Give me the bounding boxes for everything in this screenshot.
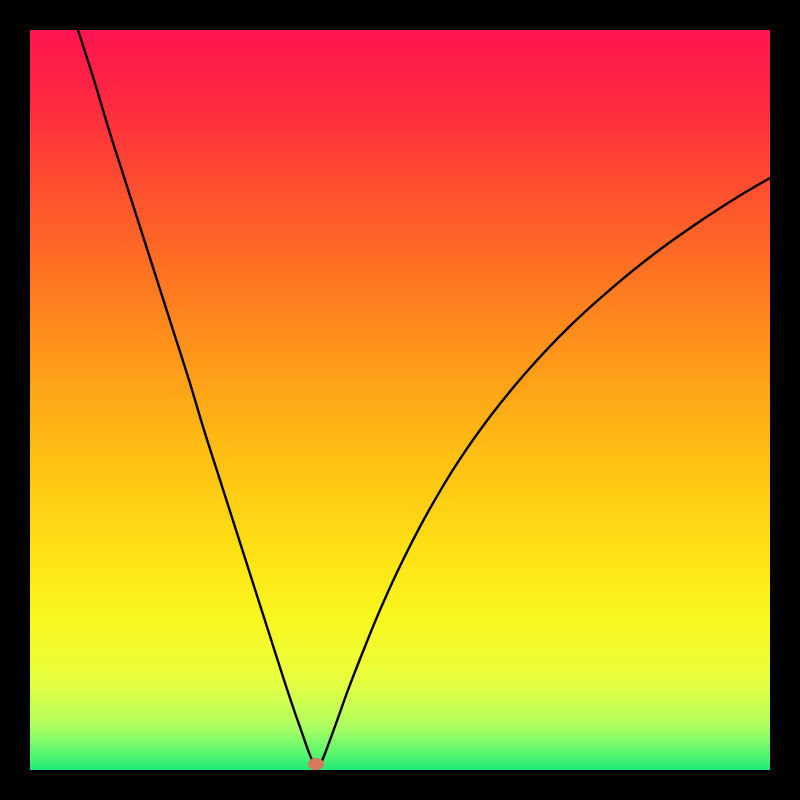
curve-path xyxy=(78,30,770,769)
minimum-marker xyxy=(308,758,324,770)
bottleneck-curve xyxy=(30,30,770,770)
plot-area xyxy=(30,30,770,770)
chart-frame: TheBottleneck.com xyxy=(0,0,800,800)
